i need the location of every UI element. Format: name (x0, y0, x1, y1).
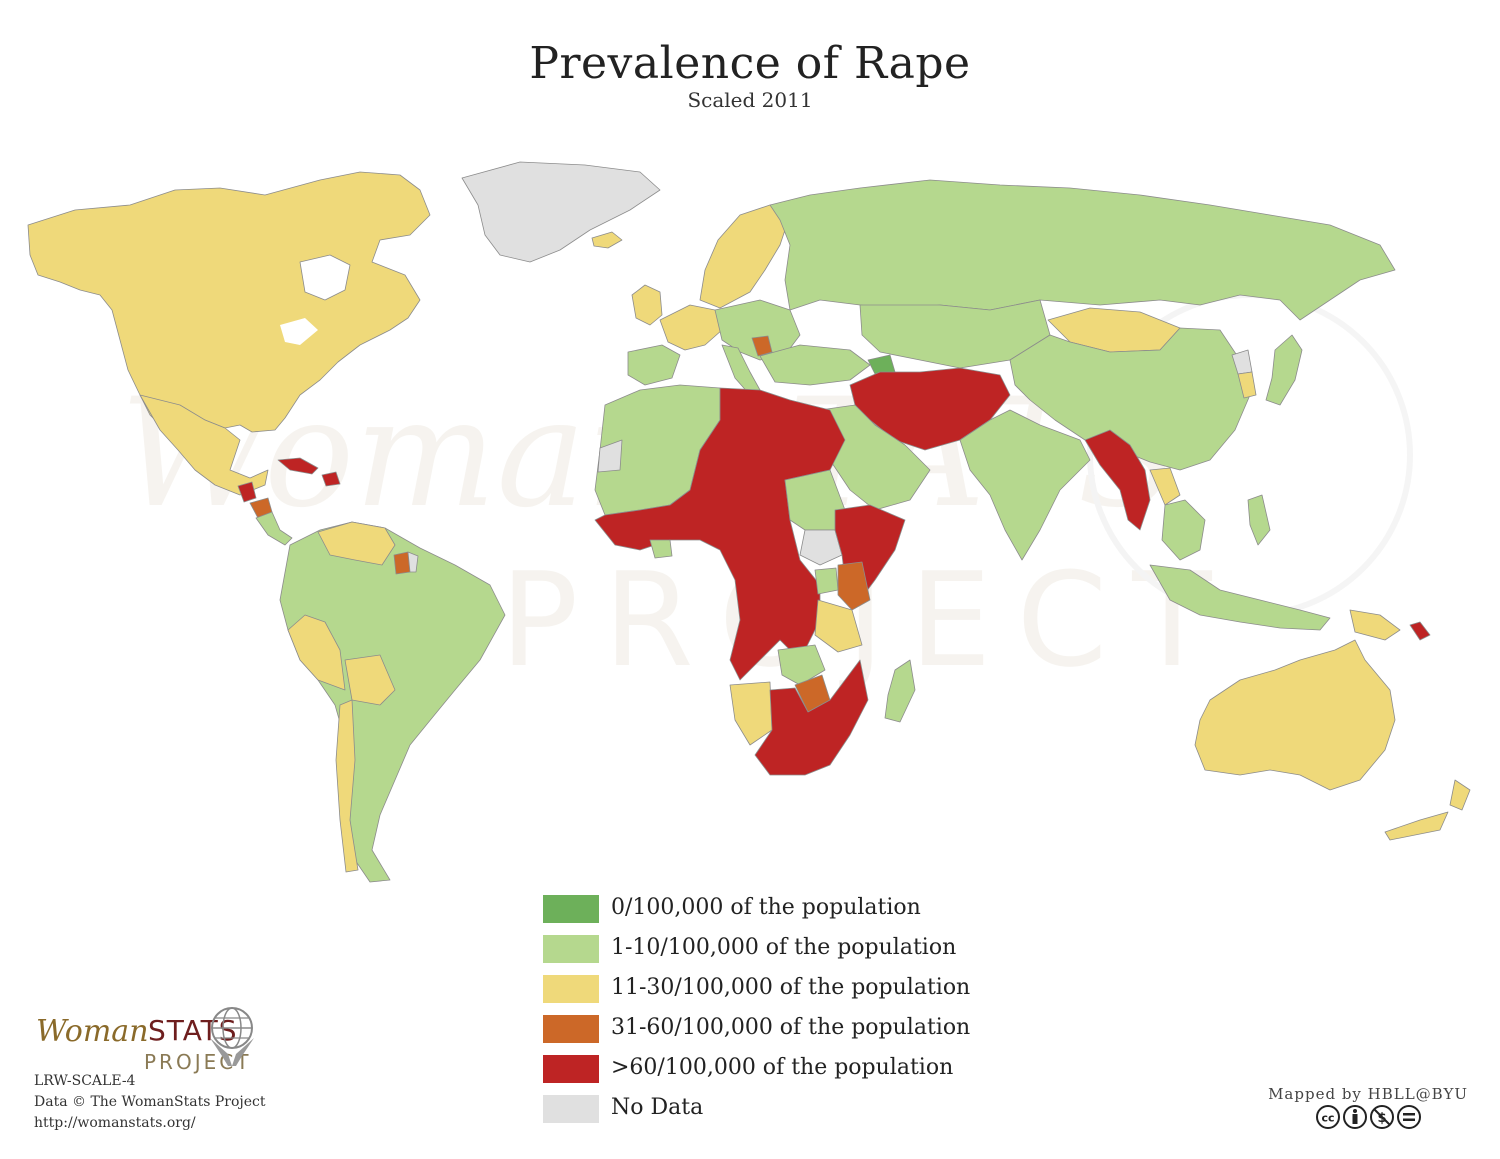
greenland (461, 161, 661, 263)
svg-text:cc: cc (1321, 1112, 1334, 1125)
cuba (277, 457, 319, 475)
tanzania (814, 599, 863, 653)
legend-swatch (543, 975, 599, 1003)
legend-label: 0/100,000 of the population (611, 895, 921, 920)
logo-project: PROJECT (144, 1050, 252, 1074)
legend-label: 11-30/100,000 of the population (611, 975, 971, 1000)
credit-data: Data © The WomanStats Project (34, 1094, 266, 1110)
logo-stats: STATS (148, 1014, 238, 1047)
womanstats-logo: Woman STATS PROJECT (36, 1010, 276, 1074)
great-lakes (280, 318, 318, 345)
southern-africa (754, 659, 869, 776)
southeast-asia (1161, 499, 1206, 561)
namibia (729, 681, 773, 746)
uganda (814, 567, 839, 595)
south-korea (1237, 371, 1257, 399)
license-icons[interactable]: cc $ (1315, 1104, 1425, 1130)
legend-swatch (543, 1055, 599, 1083)
new-zealand (1384, 779, 1471, 841)
australia (1194, 639, 1396, 791)
mapped-by: Mapped by HBLL@BYU (1268, 1085, 1468, 1103)
legend-item-1: 1-10/100,000 of the population (543, 933, 1063, 965)
north-america (27, 171, 431, 446)
legend-swatch (543, 935, 599, 963)
legend-item-0: 0/100,000 of the population (543, 893, 1063, 925)
china (1009, 327, 1251, 471)
peru (287, 614, 346, 691)
madagascar (884, 659, 916, 723)
philippines (1247, 494, 1271, 546)
south-america (279, 521, 506, 883)
iberia (627, 344, 681, 386)
balkans-greece-turkey (759, 344, 871, 386)
indonesia (1149, 564, 1331, 631)
map-title: Prevalence of Rape (529, 38, 971, 89)
west-africa-coast (649, 539, 673, 559)
iceland (591, 231, 623, 249)
credit-code: LRW-SCALE-4 (34, 1073, 136, 1089)
legend-item-4: >60/100,000 of the population (543, 1053, 1063, 1085)
french-guiana (407, 551, 419, 573)
serbia (751, 335, 773, 357)
zambia (777, 644, 826, 686)
papua-new-guinea (1349, 609, 1401, 641)
by-icon (1343, 1105, 1367, 1129)
nd-icon (1397, 1105, 1421, 1129)
central-america-south (255, 511, 293, 546)
map-subtitle: Scaled 2011 (687, 88, 813, 112)
credit-url[interactable]: http://womanstats.org/ (34, 1115, 196, 1131)
scandinavia (699, 204, 791, 309)
legend-item-3: 31-60/100,000 of the population (543, 1013, 1063, 1045)
bangladesh-myanmar (1084, 429, 1151, 531)
legend-item-2: 11-30/100,000 of the population (543, 973, 1063, 1005)
russia (769, 179, 1396, 321)
legend-item-5: No Data (543, 1093, 1063, 1125)
globe-hands-icon (210, 1007, 254, 1066)
legend-label: 1-10/100,000 of the population (611, 935, 957, 960)
guatemala (237, 481, 257, 503)
western-sahara (597, 439, 623, 473)
legend-label: 31-60/100,000 of the population (611, 1015, 971, 1040)
nc-icon: $ (1370, 1105, 1394, 1129)
south-sudan (799, 529, 843, 566)
mexico (139, 394, 269, 496)
suriname (393, 551, 411, 575)
chile (335, 699, 359, 873)
laos (1149, 467, 1181, 506)
legend-label: No Data (611, 1095, 704, 1120)
uk-ireland (631, 284, 663, 326)
logo-woman: Woman (36, 1014, 149, 1049)
hudson-bay (299, 254, 351, 301)
venezuela-guyana (317, 521, 396, 566)
western-europe (659, 304, 723, 351)
india (959, 409, 1091, 561)
svg-text:$: $ (1377, 1111, 1386, 1126)
legend-label: >60/100,000 of the population (611, 1055, 954, 1080)
legend-swatch (543, 895, 599, 923)
bolivia (344, 654, 396, 706)
legend-swatch (543, 1095, 599, 1123)
legend-swatch (543, 1015, 599, 1043)
japan (1265, 334, 1303, 406)
cc-icon: cc (1316, 1105, 1340, 1129)
hispaniola (321, 471, 341, 487)
solomon-islands (1409, 621, 1431, 641)
